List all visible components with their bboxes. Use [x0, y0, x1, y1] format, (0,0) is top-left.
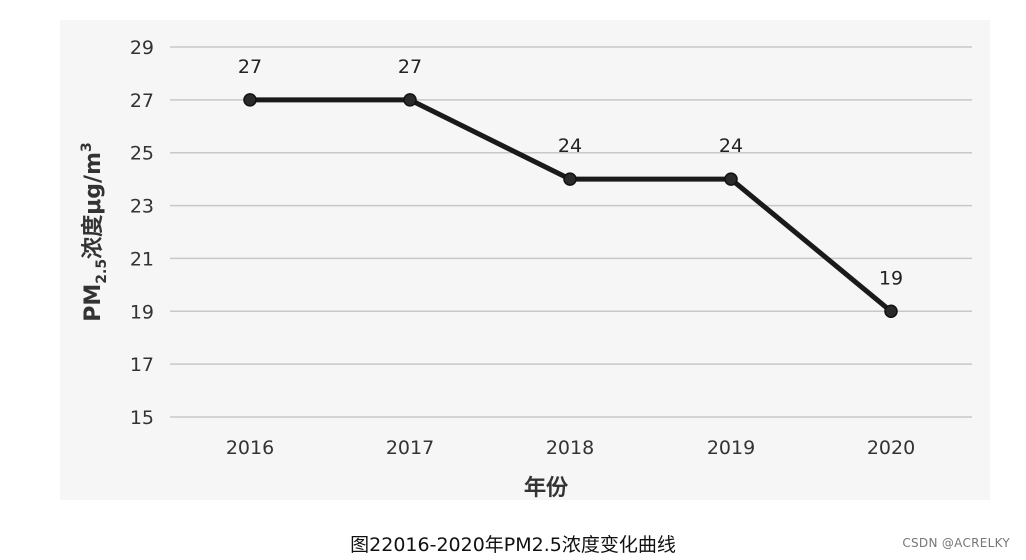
data-label-2018: 24	[558, 135, 582, 157]
y-axis-title-superscript: 3	[79, 142, 95, 152]
y-axis-ticks: 15 17 19 21 23 25 27 29	[130, 37, 154, 429]
y-tick-label: 15	[130, 407, 154, 429]
plot-background	[60, 20, 990, 500]
data-label-2020: 19	[879, 267, 903, 289]
y-axis-title: PM2.5浓度μg/m3	[79, 142, 110, 322]
y-axis-title-prefix: PM	[81, 284, 106, 322]
data-points	[243, 93, 898, 319]
y-tick-label: 21	[130, 248, 154, 270]
data-point-2019	[724, 172, 738, 186]
data-point-2017	[403, 93, 417, 107]
y-tick-label: 19	[130, 301, 154, 323]
data-point-2020	[884, 304, 898, 319]
data-point-2016	[243, 93, 257, 107]
figure-caption: 图22016-2020年PM2.5浓度变化曲线	[350, 534, 676, 556]
y-tick-label: 23	[130, 196, 154, 218]
x-tick-label: 2019	[707, 437, 755, 459]
x-tick-label: 2016	[226, 437, 274, 459]
y-tick-label: 17	[130, 354, 154, 376]
x-axis-ticks: 2016 2017 2018 2019 2020	[226, 437, 915, 459]
y-tick-label: 25	[130, 143, 154, 165]
data-labels: 27 27 24 24 19	[238, 56, 903, 289]
data-label-2016: 27	[238, 56, 262, 78]
pm25-line-chart: 15 17 19 21 23 25 27 29 2016 2017 2018 2019 2020 27…	[60, 20, 990, 501]
x-tick-label: 2017	[386, 437, 434, 459]
y-tick-label: 27	[130, 90, 154, 112]
data-label-2019: 24	[719, 135, 743, 157]
y-axis-title-middle: 浓度μg/m	[80, 152, 106, 259]
y-axis-title-subscript: 2.5	[94, 259, 110, 284]
x-tick-label: 2020	[867, 437, 915, 459]
data-label-2017: 27	[398, 56, 422, 78]
y-tick-label: 29	[130, 37, 154, 59]
x-axis-title: 年份	[524, 475, 569, 501]
watermark: CSDN @ACRELKY	[902, 536, 1010, 550]
data-point-2018	[563, 172, 577, 186]
x-tick-label: 2018	[546, 437, 594, 459]
